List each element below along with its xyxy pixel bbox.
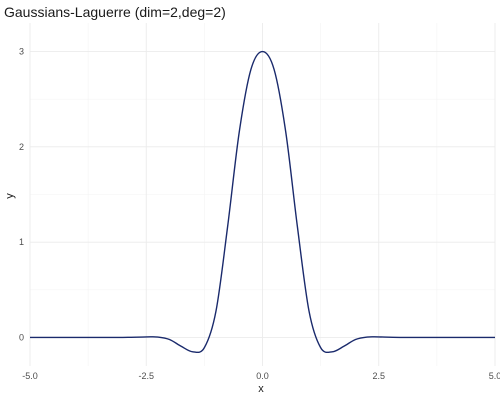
y-tick-label: 1	[19, 237, 24, 247]
y-axis-ticks: 0 1 2 3	[19, 47, 24, 343]
y-tick-label: 0	[19, 332, 24, 342]
y-axis-title: y	[4, 193, 16, 199]
series-line	[29, 50, 495, 354]
grid	[29, 23, 496, 366]
x-tick-label: 2.5	[372, 371, 385, 381]
x-tick-label: 5.0	[489, 371, 500, 381]
x-axis-title: x	[258, 383, 264, 395]
x-tick-label: -5.0	[22, 371, 38, 381]
chart-title: Gaussians-Laguerre (dim=2,deg=2)	[4, 4, 226, 20]
y-tick-label: 3	[19, 47, 24, 57]
x-tick-label: -2.5	[138, 371, 154, 381]
x-axis-ticks: -5.0 -2.5 0.0 2.5 5.0	[22, 371, 500, 381]
y-tick-label: 2	[19, 142, 24, 152]
x-tick-label: 0.0	[256, 371, 269, 381]
